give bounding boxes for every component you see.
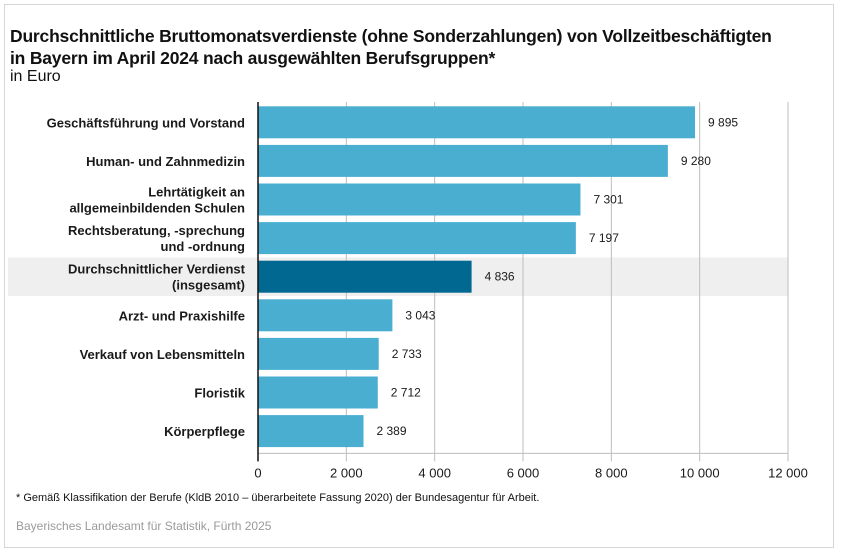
bar xyxy=(258,183,581,216)
category-label: Lehrtätigkeit an xyxy=(148,185,245,200)
value-label: 7 301 xyxy=(593,193,623,207)
bar xyxy=(258,144,668,177)
x-tick-label: 4 000 xyxy=(418,465,451,480)
footnote: * Gemäß Klassifikation der Berufe (KldB … xyxy=(16,492,540,504)
category-label: Durchschnittlicher Verdienst xyxy=(68,262,246,277)
category-label: Arzt- und Praxishilfe xyxy=(119,308,245,323)
value-label: 9 895 xyxy=(708,115,738,129)
category-label: und -ordnung xyxy=(161,239,246,254)
x-tick-label: 6 000 xyxy=(507,465,540,480)
value-label: 7 197 xyxy=(589,231,619,245)
category-label: Rechtsberatung, -sprechung xyxy=(68,223,245,238)
category-label: Floristik xyxy=(194,386,245,401)
x-tick-label: 12 000 xyxy=(768,465,808,480)
chart-title-line-2: in Bayern im April 2024 nach ausgewählte… xyxy=(10,48,496,68)
x-tick-label: 10 000 xyxy=(680,465,720,480)
x-tick-label: 2 000 xyxy=(330,465,363,480)
category-label: allgemeinbildenden Schulen xyxy=(69,201,245,216)
value-label: 2 733 xyxy=(392,347,422,361)
value-label: 4 836 xyxy=(485,270,515,284)
category-label: (insgesamt) xyxy=(172,278,245,293)
category-label: Körperpflege xyxy=(164,424,245,439)
bar xyxy=(258,376,378,409)
value-label: 3 043 xyxy=(405,308,435,322)
category-label: Verkauf von Lebensmitteln xyxy=(80,347,245,362)
chart-subtitle: in Euro xyxy=(10,68,61,85)
bar xyxy=(258,222,576,255)
chart-title-line-1: Durchschnittliche Bruttomonatsverdienste… xyxy=(10,26,772,46)
category-label: Geschäftsführung und Vorstand xyxy=(47,115,245,130)
bar xyxy=(258,260,472,293)
bar xyxy=(258,106,696,139)
chart-title: Durchschnittliche Bruttomonatsverdienste… xyxy=(10,25,772,69)
x-tick-label: 0 xyxy=(254,465,261,480)
bar xyxy=(258,337,379,370)
category-label: Human- und Zahnmedizin xyxy=(86,154,245,169)
bar xyxy=(258,299,393,332)
value-label: 9 280 xyxy=(681,154,711,168)
value-label: 2 712 xyxy=(391,386,421,400)
source-note: Bayerisches Landesamt für Statistik, Für… xyxy=(16,519,272,533)
value-label: 2 389 xyxy=(377,424,407,438)
x-tick-label: 8 000 xyxy=(595,465,628,480)
bar xyxy=(258,415,364,448)
